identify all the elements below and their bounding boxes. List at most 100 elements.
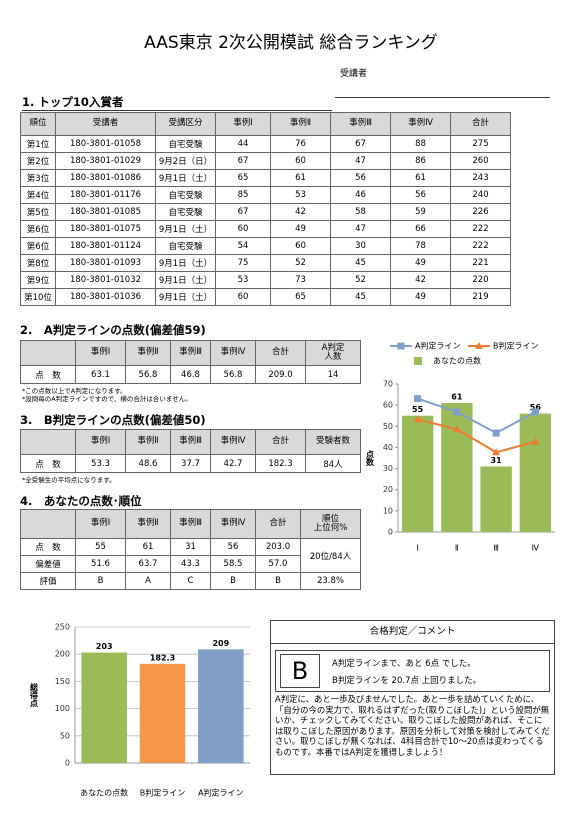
table-cell: B: [75, 572, 126, 590]
judgment-box: 合格判定／コメント B A判定ラインまで、あと 6点 でした。 B判定ラインを …: [270, 620, 555, 775]
table-cell: 180-3801-01124: [55, 237, 156, 255]
column-header: 受験者数: [305, 429, 361, 455]
y-tick-label: 50: [383, 422, 393, 431]
x-tick-label: A判定ライン: [198, 788, 243, 798]
column-header: [20, 340, 76, 366]
comment: A判定に、あと一歩及びませんでした。あと一歩を詰めていくために、「自分の今の実力…: [275, 694, 550, 757]
bar: [198, 649, 244, 763]
section-heading: 3. B判定ラインの点数(偏差値50): [20, 413, 206, 427]
table-row: 第4位 180-3801-01176 自宅受験 85 53 46 56 240: [20, 186, 511, 204]
legend-label: B判定ライン: [493, 341, 539, 351]
table-cell: 52: [270, 254, 331, 272]
table-cell: 180-3801-01032: [55, 271, 156, 289]
table-row: 点 数 53.3 48.6 37.7 42.7 182.3 84人: [20, 454, 361, 473]
table-cell: 180-3801-01086: [55, 169, 156, 187]
table-cell: 78: [390, 237, 451, 255]
table-cell: 56.8: [210, 365, 256, 384]
table-cell: 42: [390, 271, 451, 289]
table-cell: 自宅受験: [155, 203, 216, 221]
x-tick-label: Ⅰ: [416, 544, 418, 553]
column-header: 事例Ⅲ: [170, 340, 211, 366]
table-cell: 67: [215, 203, 271, 221]
table: 事例Ⅰ 事例Ⅱ 事例Ⅲ 事例Ⅳ 合計 A判定 人数点 数 63.1 56.8 46.8 56.8 2…: [20, 340, 361, 384]
table-cell: 52: [330, 271, 391, 289]
table-row: 点 数 63.1 56.8 46.8 56.8 209.0 14: [20, 365, 361, 384]
table-cell: 第5位: [20, 203, 56, 221]
column-header: 事例Ⅱ: [125, 509, 171, 539]
bar: [441, 403, 473, 532]
row-label: 点 数: [20, 538, 76, 556]
column-header: 事例Ⅱ: [270, 112, 331, 136]
table-cell: 第10位: [20, 288, 56, 306]
table-cell: 9月2日（日）: [155, 152, 216, 170]
table-cell: 53.3: [75, 454, 126, 473]
table-cell: 第8位: [20, 254, 56, 272]
percentile: 23.8%: [300, 572, 361, 590]
column-header: 事例Ⅲ: [330, 112, 391, 136]
table-cell: 54: [215, 237, 271, 255]
table-cell: 88: [390, 135, 451, 153]
table-cell: 47: [330, 220, 391, 238]
column-header: 事例Ⅳ: [210, 509, 256, 539]
grade: B: [280, 654, 320, 688]
y-tick-label: 40: [383, 443, 393, 452]
table-cell: 85: [215, 186, 271, 204]
marker: [492, 429, 500, 437]
table-cell: 222: [450, 220, 511, 238]
table-cell: B: [210, 572, 256, 590]
table-cell: 63.1: [75, 365, 126, 384]
table-cell: 66: [390, 220, 451, 238]
table-row: 第1位 180-3801-01058 自宅受験 44 76 67 88 275: [20, 135, 511, 153]
table-cell: 第4位: [20, 186, 56, 204]
row-label: 偏差値: [20, 555, 76, 573]
judgment-line: B判定ラインを 20.7点 上回りました。: [332, 676, 482, 686]
table-cell: A: [125, 572, 171, 590]
x-tick-label: Ⅲ: [493, 544, 499, 553]
examinee-label: 受講者: [340, 69, 368, 79]
judgment-title: 合格判定／コメント: [271, 621, 554, 644]
table-cell: 31: [170, 538, 211, 556]
column-header: 事例Ⅰ: [75, 340, 126, 366]
data-label: 55: [412, 405, 424, 414]
table-cell: 9月1日（土）: [155, 271, 216, 289]
table-cell: 53: [270, 186, 331, 204]
table-cell: 180-3801-01176: [55, 186, 156, 204]
score-chart: 0 10 20 30 40 50 60 70 点数 Ⅰ Ⅱ Ⅲ Ⅳ 55 61 31 56 A判定ライン B判定ライ…: [365, 341, 555, 553]
column-header: 合計: [450, 112, 511, 136]
legend-label: A判定ライン: [415, 341, 460, 351]
column-header: 合計: [255, 509, 301, 539]
section-heading: 1. トップ10入賞者: [22, 94, 332, 111]
data-label: 31: [491, 456, 503, 465]
table-cell: 220: [450, 271, 511, 289]
table: 順位 受講者 受講区分 事例Ⅰ 事例Ⅱ 事例Ⅲ 事例Ⅳ 合計 第1位 180-3801-01058…: [20, 112, 511, 306]
marker: [531, 408, 539, 416]
table-cell: 209.0: [255, 365, 306, 384]
notes: *全受験生の平均点になります。: [22, 476, 116, 484]
marker: [453, 408, 461, 416]
table-cell: 180-3801-01036: [55, 288, 156, 306]
table-cell: 55: [75, 538, 126, 556]
table-cell: 240: [450, 186, 511, 204]
table-cell: 203.0: [255, 538, 301, 556]
table-row: 第5位 180-3801-01085 自宅受験 67 42 58 59 226: [20, 203, 511, 221]
table-cell: 56: [390, 186, 451, 204]
header-row: 事例Ⅰ 事例Ⅱ 事例Ⅲ 事例Ⅳ 合計 順位 上位何%: [20, 509, 361, 539]
column-header: 順位: [20, 112, 56, 136]
bar: [519, 413, 552, 532]
y-tick-label: 250: [55, 623, 70, 632]
table-cell: 53: [215, 271, 271, 289]
table-cell: 75: [215, 254, 271, 272]
x-tick-label: あなたの点数: [80, 788, 128, 798]
table-row: 第9位 180-3801-01032 9月1日（土） 53 73 52 42 220: [20, 271, 511, 289]
table-cell: 84人: [305, 454, 361, 473]
table-cell: 61: [390, 169, 451, 187]
y-tick-label: 70: [383, 380, 393, 389]
table-row: 点 数 55 61 31 56 203.0 20位/84人: [20, 538, 361, 573]
marker: [531, 437, 540, 445]
grade-row: B A判定ラインまで、あと 6点 でした。 B判定ラインを 20.7点 上回りま…: [275, 650, 550, 692]
legend-marker: [475, 342, 483, 349]
header-row: 事例Ⅰ 事例Ⅱ 事例Ⅲ 事例Ⅳ 合計 A判定 人数: [20, 340, 361, 366]
column-header: 事例Ⅲ: [170, 509, 211, 539]
table-cell: 222: [450, 237, 511, 255]
marker: [414, 395, 422, 403]
